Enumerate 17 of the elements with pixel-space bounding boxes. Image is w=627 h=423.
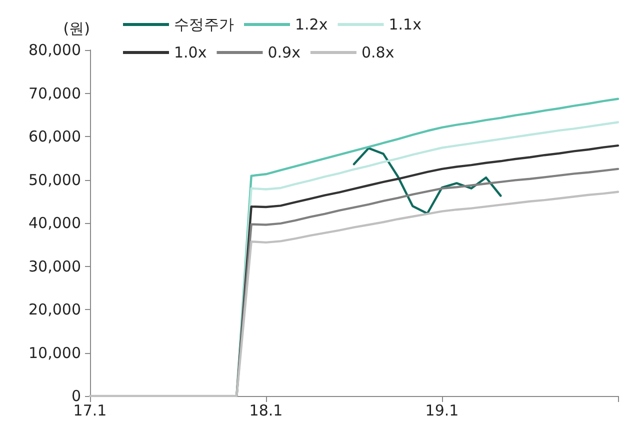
legend-label: 0.9x bbox=[268, 44, 301, 62]
x-tick-label: 18.1 bbox=[249, 402, 283, 420]
x-tick-label: 19.1 bbox=[425, 402, 459, 420]
legend-label: 0.8x bbox=[361, 44, 394, 62]
y-tick-label: 80,000 bbox=[28, 41, 81, 59]
y-tick-label: 70,000 bbox=[28, 84, 81, 102]
y-tick-label: 60,000 bbox=[28, 128, 81, 146]
legend-label: 1.1x bbox=[388, 16, 422, 34]
legend-label: 1.2x bbox=[295, 16, 328, 34]
y-axis-title: (원) bbox=[63, 20, 90, 38]
y-tick-label: 30,000 bbox=[28, 257, 81, 276]
y-tick-label: 50,000 bbox=[28, 170, 81, 189]
y-tick-label: 10,000 bbox=[28, 344, 81, 362]
y-tick-label: 40,000 bbox=[28, 214, 81, 232]
legend-label: 1.0x bbox=[174, 44, 207, 62]
y-tick-label: 20,000 bbox=[28, 300, 81, 318]
legend-label: 수정주가 bbox=[174, 16, 234, 34]
